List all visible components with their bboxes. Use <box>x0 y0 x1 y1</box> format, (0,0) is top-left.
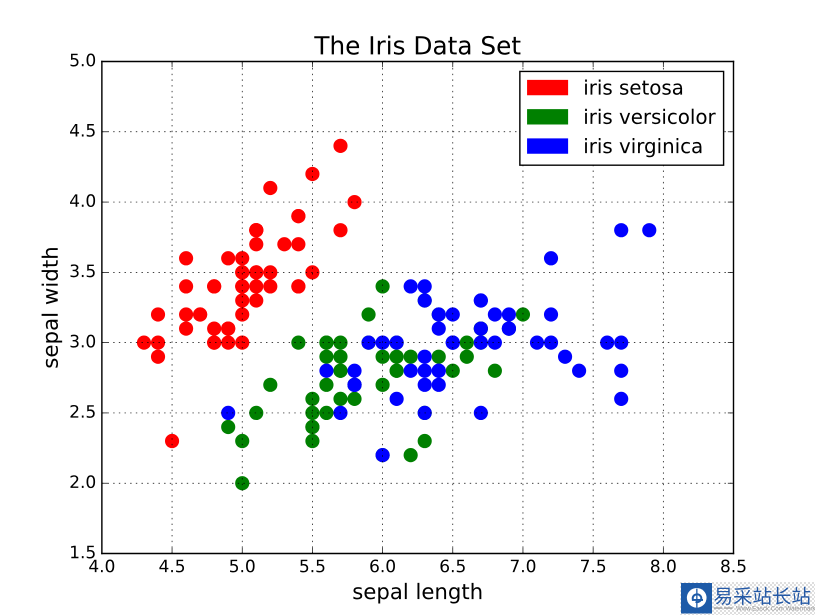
svg-text:Www.Easck.Com Watermarker: Www.Easck.Com Watermarker <box>736 606 815 613</box>
